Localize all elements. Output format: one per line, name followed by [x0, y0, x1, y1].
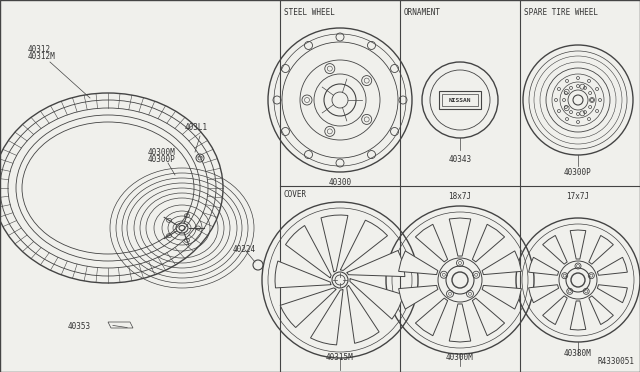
- Polygon shape: [415, 224, 447, 262]
- Polygon shape: [275, 261, 331, 288]
- Polygon shape: [399, 285, 438, 309]
- Polygon shape: [415, 298, 447, 336]
- Polygon shape: [482, 285, 522, 309]
- Polygon shape: [310, 289, 343, 345]
- Text: 17x7J: 17x7J: [566, 192, 589, 201]
- Text: 40315M: 40315M: [326, 353, 354, 362]
- Polygon shape: [597, 257, 627, 275]
- Text: 40312: 40312: [28, 45, 51, 54]
- Text: SPARE TIRE WHEEL: SPARE TIRE WHEEL: [524, 8, 598, 17]
- Text: 40300P: 40300P: [148, 155, 176, 164]
- Polygon shape: [482, 251, 522, 275]
- Polygon shape: [543, 296, 567, 324]
- Text: 40343: 40343: [449, 155, 472, 164]
- Text: NISSAN: NISSAN: [449, 97, 471, 103]
- Polygon shape: [285, 225, 331, 278]
- Text: ORNAMENT: ORNAMENT: [404, 8, 441, 17]
- Polygon shape: [543, 235, 567, 264]
- Text: 40353: 40353: [68, 322, 91, 331]
- Polygon shape: [449, 304, 471, 342]
- Text: COVER: COVER: [284, 190, 307, 199]
- Polygon shape: [589, 296, 613, 324]
- Polygon shape: [321, 215, 348, 272]
- Text: 40300M: 40300M: [148, 148, 176, 157]
- Polygon shape: [280, 288, 336, 327]
- Text: 40300: 40300: [328, 178, 351, 187]
- Text: 403L1: 403L1: [185, 123, 208, 132]
- Polygon shape: [472, 298, 504, 336]
- Text: 40300P: 40300P: [564, 168, 592, 177]
- Polygon shape: [399, 251, 438, 275]
- FancyArrowPatch shape: [113, 326, 127, 328]
- Text: STEEL WHEEL: STEEL WHEEL: [284, 8, 335, 17]
- Text: 40224: 40224: [233, 245, 256, 254]
- Text: 18x7J: 18x7J: [449, 192, 472, 201]
- Polygon shape: [529, 285, 559, 303]
- Polygon shape: [589, 235, 613, 264]
- Polygon shape: [340, 220, 388, 270]
- Polygon shape: [529, 257, 559, 275]
- Polygon shape: [350, 279, 403, 319]
- Polygon shape: [472, 224, 504, 262]
- Polygon shape: [597, 285, 627, 303]
- Polygon shape: [347, 250, 405, 277]
- Text: 40300M: 40300M: [446, 353, 474, 362]
- Polygon shape: [570, 301, 586, 330]
- Text: 40380M: 40380M: [564, 349, 592, 358]
- Bar: [439, 91, 481, 109]
- Text: 40312M: 40312M: [28, 52, 56, 61]
- Polygon shape: [570, 230, 586, 259]
- Polygon shape: [347, 285, 379, 343]
- Text: R4330051: R4330051: [598, 357, 635, 366]
- Polygon shape: [449, 218, 471, 256]
- Bar: [442, 94, 478, 106]
